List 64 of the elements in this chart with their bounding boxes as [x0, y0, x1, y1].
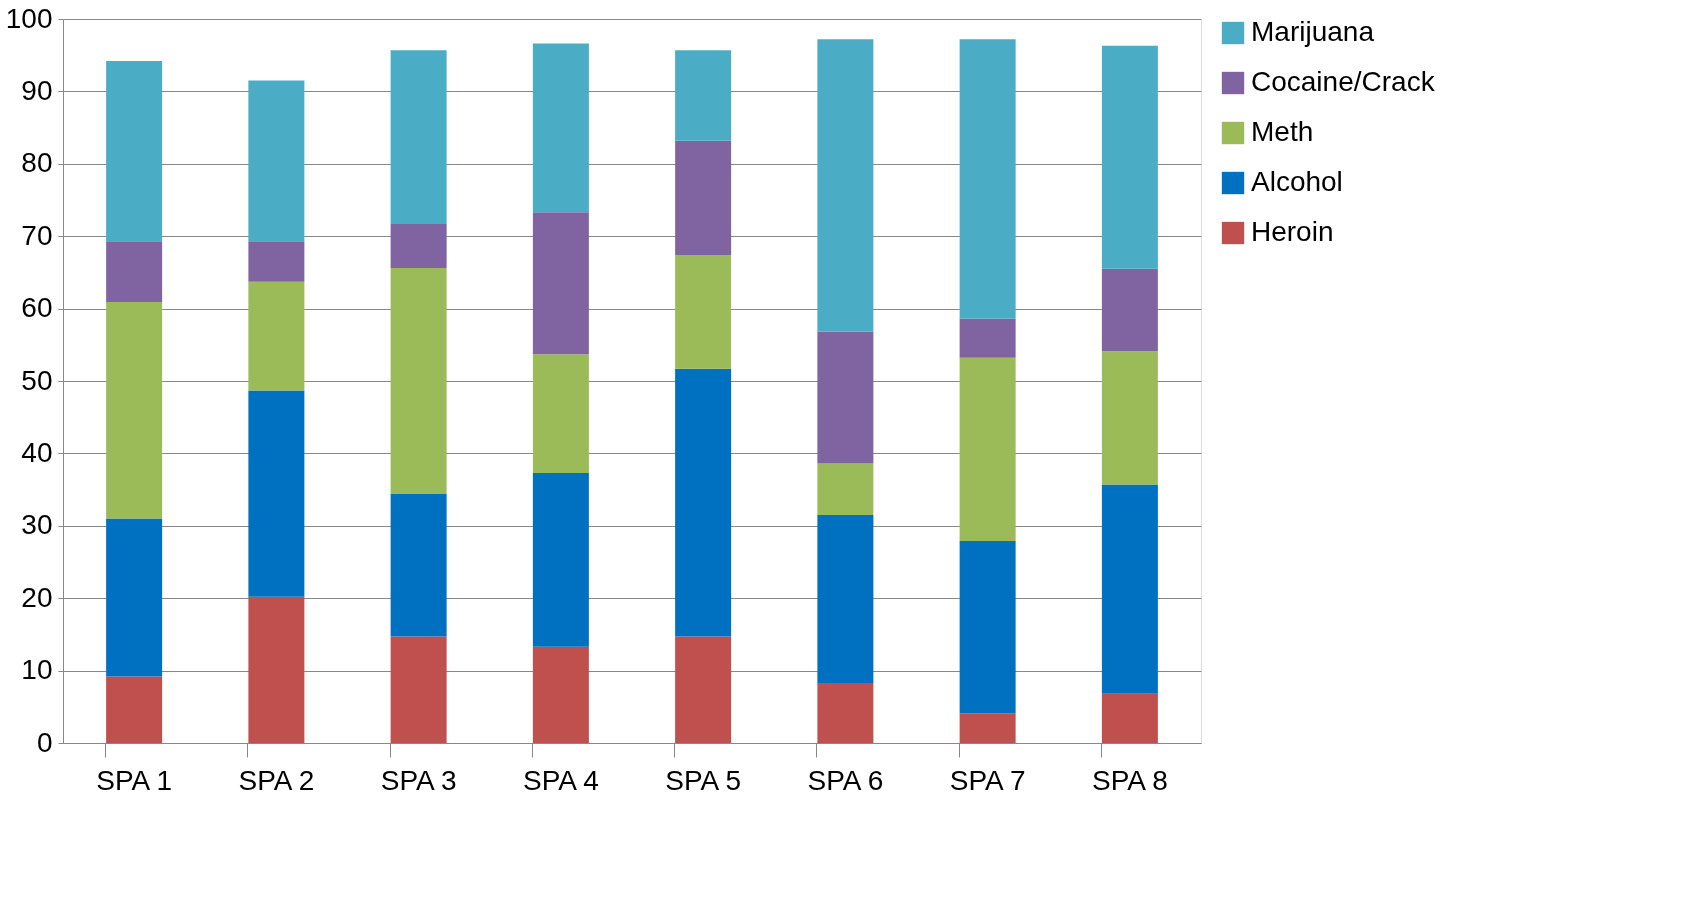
x-tick-label: SPA 3	[380, 764, 457, 796]
bar	[532, 212, 589, 355]
bar	[817, 331, 874, 464]
y-tick-label: 60	[21, 292, 53, 324]
bar	[248, 390, 305, 597]
bar	[959, 713, 1016, 743]
bar	[106, 302, 163, 519]
bar	[390, 268, 447, 494]
bar	[248, 80, 305, 242]
y-tick-label: 10	[21, 654, 53, 686]
y-tick-label: 40	[21, 436, 53, 468]
legend-label: Marijuana	[1251, 16, 1375, 47]
bar	[106, 518, 163, 677]
bar	[959, 39, 1016, 319]
bar	[248, 241, 305, 282]
legend-label: Meth	[1251, 116, 1314, 147]
bar	[1101, 268, 1158, 352]
bar	[106, 676, 163, 743]
bar	[817, 682, 874, 743]
legend-label: Alcohol	[1251, 166, 1343, 197]
x-tick-label: SPA 6	[807, 764, 884, 796]
x-tick-label: SPA 7	[949, 764, 1026, 796]
y-tick-label: 30	[21, 509, 53, 541]
bar	[390, 223, 447, 269]
bar	[532, 472, 589, 647]
y-tick-label: 80	[21, 147, 53, 179]
y-tick-label: 90	[21, 74, 53, 106]
bar	[390, 50, 447, 224]
bar	[1101, 351, 1158, 485]
bar	[817, 514, 874, 683]
bar	[532, 43, 589, 213]
bar	[675, 636, 732, 743]
bar	[959, 318, 1016, 358]
y-tick-label: 50	[21, 364, 53, 396]
x-tick-label: SPA 4	[522, 764, 599, 796]
y-tick-label: 100	[5, 2, 53, 34]
bar	[675, 140, 732, 256]
bar	[675, 50, 732, 141]
y-tick-label: 20	[21, 581, 53, 613]
x-tick-label: SPA 1	[96, 764, 173, 796]
bar	[390, 493, 447, 637]
legend-label: Cocaine/Crack	[1251, 66, 1436, 97]
bar	[675, 255, 732, 369]
x-tick-label: SPA 8	[1091, 764, 1168, 796]
x-tick-label: SPA 5	[665, 764, 742, 796]
bar	[532, 646, 589, 743]
bar	[1101, 693, 1158, 743]
bar	[817, 39, 874, 332]
legend-label: Heroin	[1251, 216, 1334, 247]
bar	[959, 541, 1016, 714]
bar	[106, 241, 163, 303]
bar	[390, 636, 447, 743]
bar	[248, 281, 305, 391]
bar	[1101, 484, 1158, 694]
bar	[959, 357, 1016, 541]
bar	[106, 60, 163, 242]
bar	[532, 354, 589, 473]
x-tick-label: SPA 2	[238, 764, 315, 796]
y-tick-label: 0	[36, 726, 53, 758]
bar	[675, 368, 732, 637]
bar	[1101, 45, 1158, 269]
bar	[248, 596, 305, 743]
y-tick-label: 70	[21, 219, 53, 251]
bar	[817, 463, 874, 515]
